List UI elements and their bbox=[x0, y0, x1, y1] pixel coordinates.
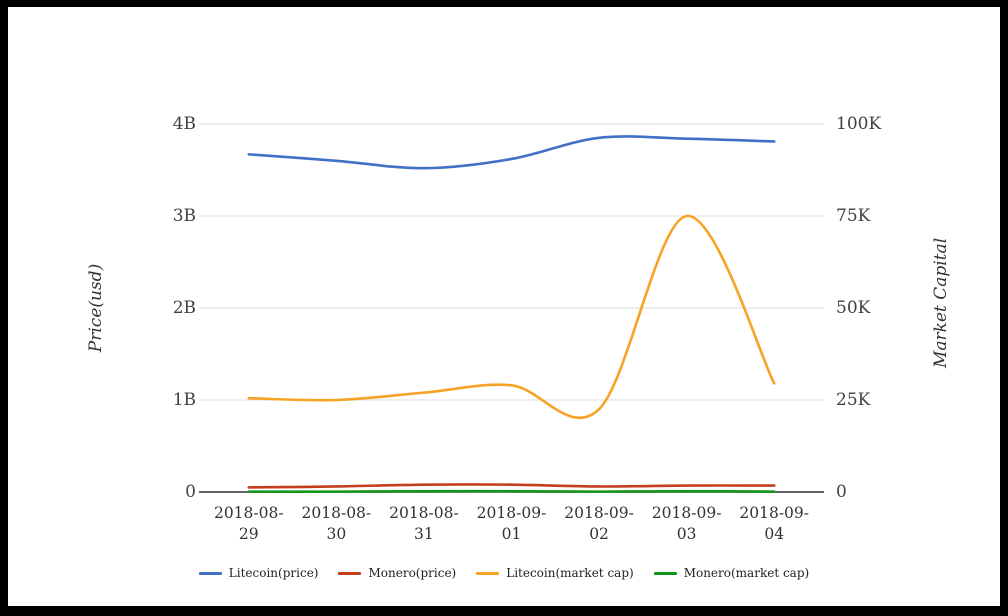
legend-label: Litecoin(market cap) bbox=[506, 566, 634, 580]
legend-item-moneroprice[interactable]: Monero(price) bbox=[338, 566, 456, 580]
legend-swatch-litecoinprice bbox=[198, 571, 222, 575]
legend-swatch-moneromarket-cap bbox=[653, 571, 677, 575]
legend-item-moneromarket-cap[interactable]: Monero(market cap) bbox=[653, 566, 810, 580]
right-axis-title: Market Capital bbox=[931, 237, 951, 368]
legend-label: Monero(price) bbox=[368, 566, 457, 580]
x-axis-label-2018-09-03: 2018-09- 03 bbox=[651, 504, 722, 543]
legend-item-litecoinmarket-cap[interactable]: Litecoin(market cap) bbox=[476, 566, 634, 580]
x-axis-label-2018-09-02: 2018-09- 02 bbox=[564, 504, 634, 543]
right-axis-tick-25k: 25K bbox=[836, 390, 871, 410]
legend-swatch-moneroprice bbox=[338, 571, 362, 575]
legend-swatch-litecoinmarket-cap bbox=[476, 571, 500, 575]
left-axis-tick-1b: 1B bbox=[172, 390, 196, 410]
x-axis-label-2018-08-29: 2018-08- 29 bbox=[213, 504, 284, 543]
left-axis-tick-4b: 4B bbox=[172, 114, 196, 134]
right-axis-tick-75k: 75K bbox=[836, 206, 871, 226]
left-axis-title: Price(usd) bbox=[86, 263, 106, 353]
right-axis-tick-50k: 50K bbox=[836, 298, 871, 318]
legend: Litecoin(price) Monero(price) Litecoin(mar… bbox=[8, 562, 1000, 584]
x-axis-label-2018-09-04: 2018-09- 04 bbox=[739, 504, 810, 543]
legend-label: Litecoin(price) bbox=[228, 566, 319, 580]
right-axis-tick-0: 0 bbox=[836, 482, 847, 502]
right-axis-tick-100k: 100K bbox=[836, 114, 882, 134]
left-axis-tick-0: 0 bbox=[185, 482, 196, 502]
left-axis-tick-3b: 3B bbox=[172, 206, 196, 226]
x-axis-label-2018-09-01: 2018-09- 01 bbox=[476, 504, 547, 543]
series-line-litecoinmarket-cap bbox=[247, 214, 776, 420]
x-axis-label-2018-08-31: 2018-08- 31 bbox=[389, 504, 459, 543]
series-line-moneroprice bbox=[247, 483, 776, 489]
series-line-litecoinprice bbox=[247, 135, 776, 170]
legend-item-litecoinprice[interactable]: Litecoin(price) bbox=[198, 566, 319, 580]
left-axis-tick-2b: 2B bbox=[172, 298, 196, 318]
legend-label: Monero(market cap) bbox=[683, 566, 810, 580]
x-axis-label-2018-08-30: 2018-08- 30 bbox=[301, 504, 372, 543]
